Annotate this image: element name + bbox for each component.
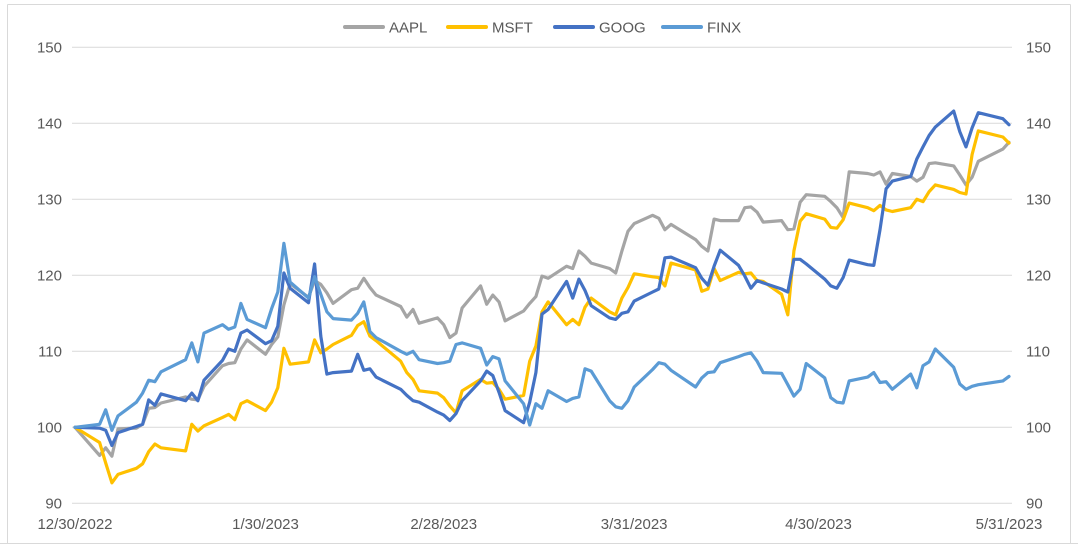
y-axis-label-right-140: 140 xyxy=(1026,115,1051,132)
legend-label-msft[interactable]: MSFT xyxy=(492,20,533,37)
y-axis-label-right-100: 100 xyxy=(1026,419,1051,436)
x-axis-label-1-30-2023: 1/30/2023 xyxy=(232,516,299,533)
series-line-msft xyxy=(73,129,1011,485)
y-axis-label-right-150: 150 xyxy=(1026,39,1051,56)
y-axis-label-left-140: 140 xyxy=(37,115,62,132)
y-axis-label-left-90: 90 xyxy=(45,495,62,512)
legend-label-goog[interactable]: GOOG xyxy=(599,20,646,37)
y-axis-label-right-120: 120 xyxy=(1026,267,1051,284)
y-axis-label-right-90: 90 xyxy=(1026,495,1043,512)
y-axis-label-left-130: 130 xyxy=(37,191,62,208)
y-axis-label-right-130: 130 xyxy=(1026,191,1051,208)
legend-label-aapl[interactable]: AAPL xyxy=(389,20,427,37)
x-axis-label-12-30-2022: 12/30/2022 xyxy=(37,516,112,533)
y-axis-label-right-110: 110 xyxy=(1026,343,1050,360)
legend-label-finx[interactable]: FINX xyxy=(707,20,741,37)
y-axis-label-left-120: 120 xyxy=(37,267,62,284)
y-axis-label-left-150: 150 xyxy=(37,39,62,56)
x-axis-label-2-28-2023: 2/28/2023 xyxy=(410,516,477,533)
x-axis-label-3-31-2023: 3/31/2023 xyxy=(601,516,668,533)
series-line-aapl xyxy=(73,140,1011,458)
series-line-finx xyxy=(73,241,1011,432)
y-axis-label-left-110: 110 xyxy=(38,343,62,360)
x-axis-label-5-31-2023: 5/31/2023 xyxy=(976,516,1043,533)
series-line-goog xyxy=(73,109,1011,448)
x-axis-label-4-30-2023: 4/30/2023 xyxy=(785,516,852,533)
y-axis-label-left-100: 100 xyxy=(37,419,62,436)
